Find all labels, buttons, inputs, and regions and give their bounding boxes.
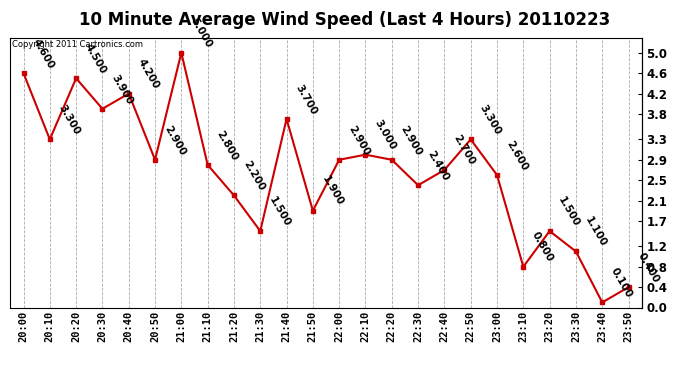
- Text: 3.300: 3.300: [57, 103, 82, 136]
- Text: 1.100: 1.100: [583, 215, 608, 249]
- Text: 0.100: 0.100: [609, 266, 634, 300]
- Text: 3.300: 3.300: [477, 103, 503, 136]
- Text: 4.500: 4.500: [83, 42, 108, 75]
- Text: 2.200: 2.200: [241, 159, 266, 193]
- Text: 2.700: 2.700: [451, 134, 477, 167]
- Text: 3.000: 3.000: [373, 118, 397, 152]
- Text: 0.400: 0.400: [635, 251, 661, 284]
- Text: Copyright 2011 Cartronics.com: Copyright 2011 Cartronics.com: [12, 40, 143, 49]
- Text: 1.900: 1.900: [320, 174, 345, 208]
- Text: 1.500: 1.500: [267, 195, 293, 228]
- Text: 1.500: 1.500: [557, 195, 582, 228]
- Text: 2.900: 2.900: [399, 123, 424, 157]
- Text: 3.900: 3.900: [110, 73, 135, 106]
- Text: 2.900: 2.900: [346, 123, 371, 157]
- Text: 2.600: 2.600: [504, 139, 529, 172]
- Text: 5.000: 5.000: [188, 16, 213, 50]
- Text: 10 Minute Average Wind Speed (Last 4 Hours) 20110223: 10 Minute Average Wind Speed (Last 4 Hou…: [79, 11, 611, 29]
- Text: 2.900: 2.900: [162, 123, 187, 157]
- Text: 3.700: 3.700: [293, 82, 319, 116]
- Text: 2.400: 2.400: [425, 149, 451, 183]
- Text: 4.200: 4.200: [136, 57, 161, 91]
- Text: 0.800: 0.800: [531, 230, 555, 264]
- Text: 2.800: 2.800: [215, 129, 239, 162]
- Text: 4.600: 4.600: [30, 37, 56, 70]
